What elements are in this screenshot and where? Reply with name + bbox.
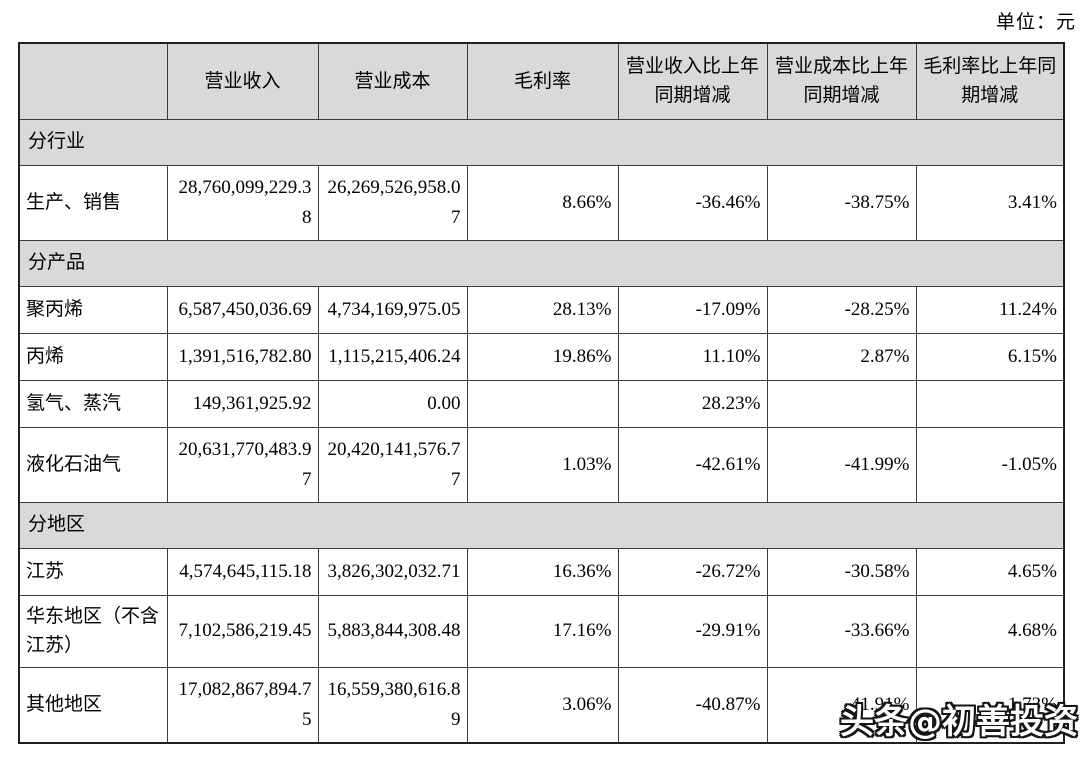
- cost-yoy-cell: -33.66%: [766, 594, 917, 668]
- table-row: 丙烯 1,391,516,782.80 1,115,215,406.24 19.…: [18, 332, 1065, 381]
- section-row-product: 分产品: [18, 239, 1065, 287]
- revenue-yoy-cell: -29.91%: [617, 594, 768, 668]
- cost-cell: 20,420,141,576.77: [317, 426, 468, 503]
- revenue-cell: 28,760,099,229.38: [166, 164, 319, 241]
- revenue-cell: 1,391,516,782.80: [166, 332, 319, 381]
- margin-yoy-cell: 11.24%: [915, 285, 1065, 334]
- revenue-cell: 6,587,450,036.69: [166, 285, 319, 334]
- col-header-margin-yoy: 毛利率比上年同期增减: [915, 42, 1065, 120]
- margin-yoy-cell: 4.68%: [915, 594, 1065, 668]
- margin-yoy-cell: 3.41%: [915, 164, 1065, 241]
- table-row: 其他地区 17,082,867,894.75 16,559,380,616.89…: [18, 666, 1065, 744]
- cost-yoy-cell: -38.75%: [766, 164, 917, 241]
- unit-label: 单位：元: [995, 12, 1076, 33]
- row-label: 聚丙烯: [18, 285, 168, 334]
- row-label: 丙烯: [18, 332, 168, 381]
- cost-cell: 1,115,215,406.24: [317, 332, 468, 381]
- cost-yoy-cell: 2.87%: [766, 332, 917, 381]
- cost-cell: 3,826,302,032.71: [317, 547, 468, 596]
- table-row: 液化石油气 20,631,770,483.97 20,420,141,576.7…: [18, 426, 1065, 503]
- revenue-cell: 20,631,770,483.97: [166, 426, 319, 503]
- margin-cell: 1.03%: [466, 426, 619, 503]
- header-row: 营业收入 营业成本 毛利率 营业收入比上年同期增减 营业成本比上年同期增减 毛利…: [18, 42, 1065, 120]
- row-label: 其他地区: [18, 666, 168, 744]
- section-label: 分产品: [18, 239, 1065, 287]
- row-label: 氢气、蒸汽: [18, 379, 168, 428]
- cost-cell: 0.00: [317, 379, 468, 428]
- revenue-yoy-cell: 11.10%: [617, 332, 768, 381]
- financial-table: 营业收入 营业成本 毛利率 营业收入比上年同期增减 营业成本比上年同期增减 毛利…: [18, 42, 1065, 744]
- revenue-cell: 7,102,586,219.45: [166, 594, 319, 668]
- margin-cell: 19.86%: [466, 332, 619, 381]
- table-row: 江苏 4,574,645,115.18 3,826,302,032.71 16.…: [18, 547, 1065, 596]
- watermark: 头条@初善投资: [840, 702, 1078, 742]
- margin-yoy-cell: 4.65%: [915, 547, 1065, 596]
- col-header-empty: [18, 42, 168, 120]
- section-row-region: 分地区: [18, 501, 1065, 549]
- cost-cell: 5,883,844,308.48: [317, 594, 468, 668]
- margin-cell: 17.16%: [466, 594, 619, 668]
- cost-yoy-cell: -30.58%: [766, 547, 917, 596]
- cost-yoy-cell: [766, 379, 917, 428]
- cost-yoy-cell: -28.25%: [766, 285, 917, 334]
- revenue-yoy-cell: -40.87%: [617, 666, 768, 744]
- margin-cell: 28.13%: [466, 285, 619, 334]
- revenue-yoy-cell: -17.09%: [617, 285, 768, 334]
- col-header-cost-yoy: 营业成本比上年同期增减: [766, 42, 917, 120]
- revenue-yoy-cell: 28.23%: [617, 379, 768, 428]
- col-header-margin: 毛利率: [466, 42, 619, 120]
- revenue-cell: 4,574,645,115.18: [166, 547, 319, 596]
- cost-yoy-cell: -41.99%: [766, 426, 917, 503]
- col-header-revenue: 营业收入: [166, 42, 319, 120]
- margin-yoy-cell: [915, 379, 1065, 428]
- revenue-yoy-cell: -42.61%: [617, 426, 768, 503]
- revenue-cell: 17,082,867,894.75: [166, 666, 319, 744]
- row-label: 江苏: [18, 547, 168, 596]
- section-row-industry: 分行业: [18, 118, 1065, 166]
- col-header-cost: 营业成本: [317, 42, 468, 120]
- table-row: 华东地区（不含江苏） 7,102,586,219.45 5,883,844,30…: [18, 594, 1065, 668]
- margin-yoy-cell: 1.73%: [915, 666, 1065, 744]
- col-header-revenue-yoy: 营业收入比上年同期增减: [617, 42, 768, 120]
- margin-cell: [466, 379, 619, 428]
- revenue-yoy-cell: -26.72%: [617, 547, 768, 596]
- revenue-yoy-cell: -36.46%: [617, 164, 768, 241]
- margin-cell: 16.36%: [466, 547, 619, 596]
- margin-cell: 8.66%: [466, 164, 619, 241]
- table-row: 氢气、蒸汽 149,361,925.92 0.00 28.23%: [18, 379, 1065, 428]
- cost-cell: 4,734,169,975.05: [317, 285, 468, 334]
- cost-cell: 16,559,380,616.89: [317, 666, 468, 744]
- cost-yoy-cell: -41.91%: [766, 666, 917, 744]
- table-row: 聚丙烯 6,587,450,036.69 4,734,169,975.05 28…: [18, 285, 1065, 334]
- margin-cell: 3.06%: [466, 666, 619, 744]
- row-label: 液化石油气: [18, 426, 168, 503]
- section-label: 分行业: [18, 118, 1065, 166]
- table-row: 生产、销售 28,760,099,229.38 26,269,526,958.0…: [18, 164, 1065, 241]
- margin-yoy-cell: 6.15%: [915, 332, 1065, 381]
- cost-cell: 26,269,526,958.07: [317, 164, 468, 241]
- revenue-cell: 149,361,925.92: [166, 379, 319, 428]
- row-label: 生产、销售: [18, 164, 168, 241]
- row-label: 华东地区（不含江苏）: [18, 594, 168, 668]
- margin-yoy-cell: -1.05%: [915, 426, 1065, 503]
- section-label: 分地区: [18, 501, 1065, 549]
